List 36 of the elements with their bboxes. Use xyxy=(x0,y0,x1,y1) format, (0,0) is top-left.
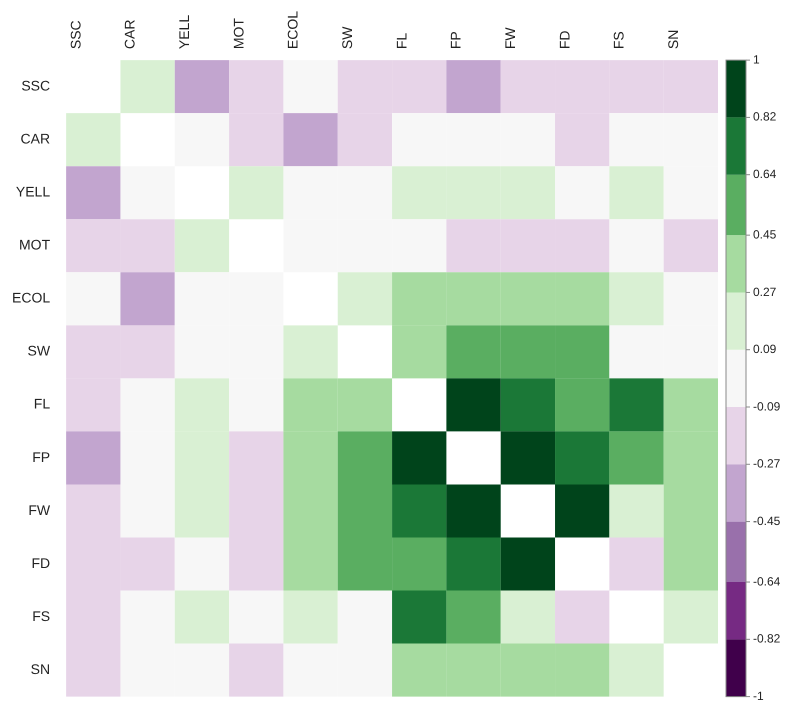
y-tick-label: MOT xyxy=(19,236,51,253)
y-tick-label: SN xyxy=(30,660,50,677)
x-tick-label: ECOL xyxy=(284,10,301,50)
x-tick-label: FP xyxy=(448,31,464,50)
x-tick-label: YELL xyxy=(176,14,192,50)
y-tick-label: FL xyxy=(34,396,50,412)
x-tick-label: SSC xyxy=(67,20,84,50)
color-bar-label: -0.82 xyxy=(753,632,781,646)
y-tick-label: FW xyxy=(28,502,51,518)
color-bar-label: -0.27 xyxy=(753,456,781,471)
y-tick-label: ECOL xyxy=(12,290,50,306)
x-tick-label: FS xyxy=(610,31,627,50)
color-bar-label: 0.09 xyxy=(753,342,777,356)
color-bar-label: 1 xyxy=(753,52,760,66)
x-tick-label: FL xyxy=(393,32,410,50)
x-tick-label: SW xyxy=(338,26,355,50)
y-tick-label: CAR xyxy=(20,130,50,147)
color-bar-label: 0.82 xyxy=(753,110,777,124)
color-bar-label: -0.64 xyxy=(753,574,781,588)
x-tick-label: FW xyxy=(502,26,518,50)
color-bar-label: 0.64 xyxy=(753,167,777,181)
color-bar-label: -0.45 xyxy=(753,514,781,528)
y-tick-label: YELL xyxy=(16,184,50,200)
y-tick-label: SW xyxy=(28,342,51,359)
y-tick-label: FD xyxy=(31,554,50,571)
y-tick-label: FS xyxy=(32,608,50,624)
color-bar-label: -0.09 xyxy=(753,399,781,414)
x-tick-label: CAR xyxy=(122,20,138,50)
y-tick-label: SSC xyxy=(21,78,50,94)
x-tick-label: MOT xyxy=(230,18,246,50)
x-tick-label: FD xyxy=(556,30,572,50)
color-bar-label: 0.45 xyxy=(753,227,777,242)
color-bar-label: 0.27 xyxy=(753,284,777,299)
color-bar-label: -1 xyxy=(753,688,764,703)
y-tick-label: FP xyxy=(32,448,50,465)
x-tick-label: SN xyxy=(664,30,681,50)
